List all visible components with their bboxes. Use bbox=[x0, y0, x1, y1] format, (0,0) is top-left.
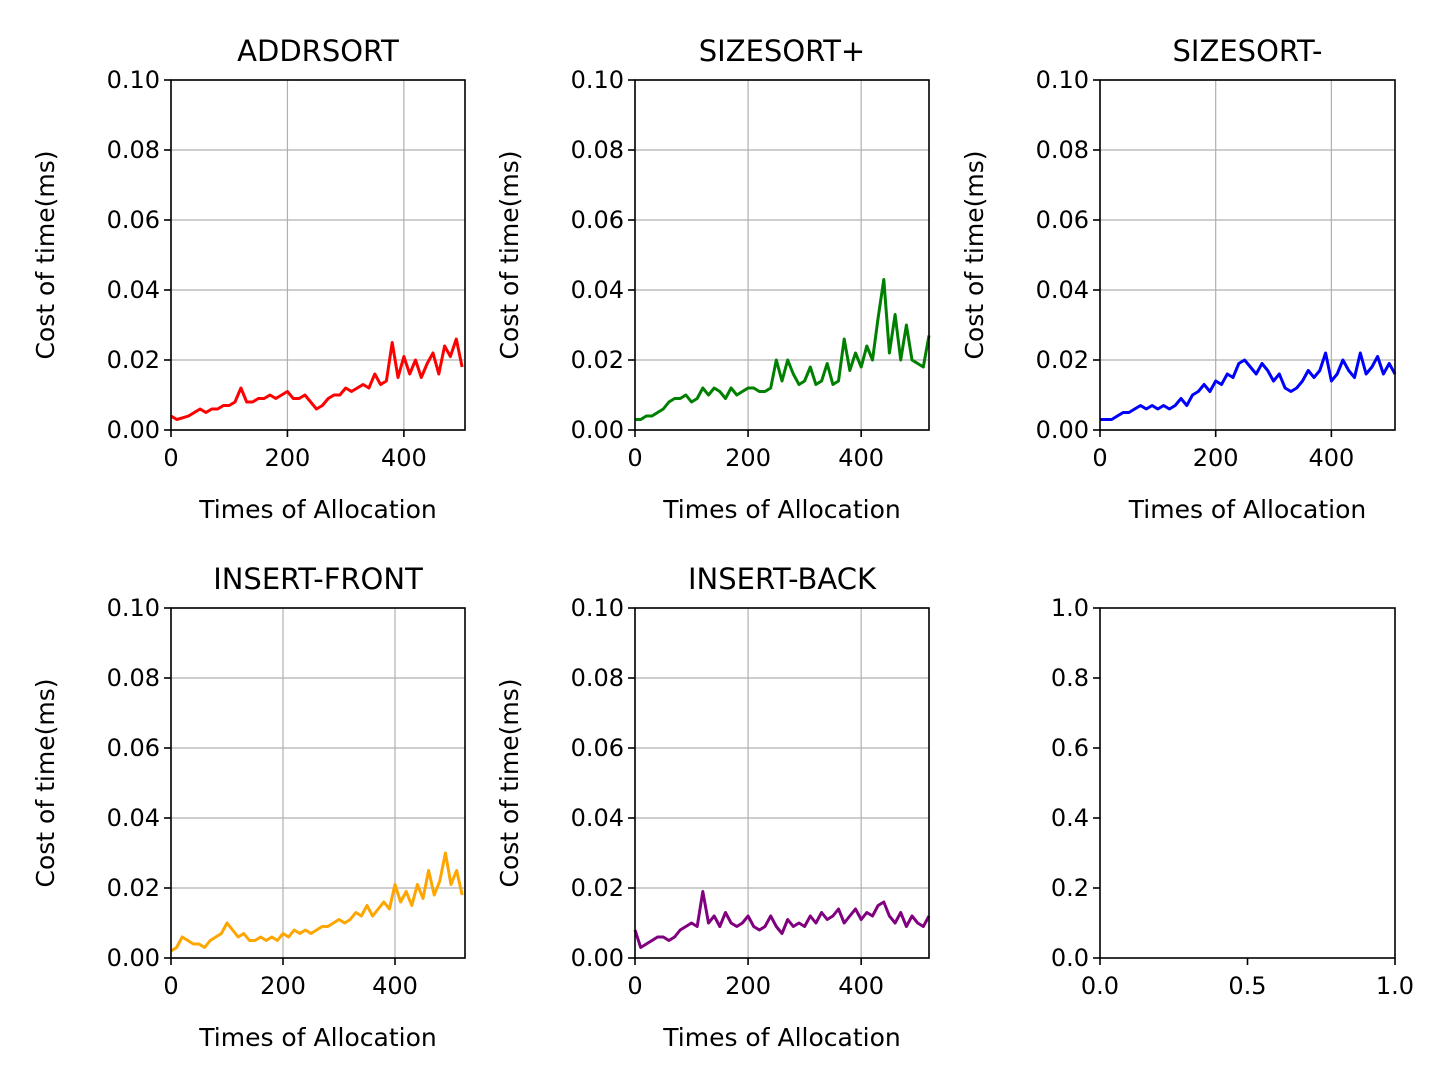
y-tick-label: 1.0 bbox=[1051, 594, 1089, 622]
y-axis-label: Cost of time(ms) bbox=[31, 151, 60, 360]
y-tick-label: 0.08 bbox=[1036, 136, 1089, 164]
y-tick-label: 0.02 bbox=[107, 874, 160, 902]
x-tick-label: 400 bbox=[1308, 444, 1354, 472]
chart-title: SIZESORT- bbox=[1173, 34, 1323, 68]
x-tick-label: 200 bbox=[1193, 444, 1239, 472]
chart-title: SIZESORT+ bbox=[699, 34, 865, 68]
y-tick-label: 0.08 bbox=[107, 664, 160, 692]
y-tick-label: 0.06 bbox=[107, 734, 160, 762]
x-tick-label: 0 bbox=[627, 444, 642, 472]
plot-frame bbox=[634, 607, 930, 959]
y-tick-label: 0.08 bbox=[107, 136, 160, 164]
y-tick-label: 0.02 bbox=[571, 346, 624, 374]
x-tick-label: 200 bbox=[265, 444, 311, 472]
x-axis-label: Times of Allocation bbox=[662, 1023, 900, 1052]
x-tick-label: 400 bbox=[838, 972, 884, 1000]
x-axis-label: Times of Allocation bbox=[662, 495, 900, 524]
series-line bbox=[170, 337, 464, 421]
y-tick-label: 0.6 bbox=[1051, 734, 1089, 762]
y-tick-label: 0.08 bbox=[571, 664, 624, 692]
subplot-3: 0 200 400 0.00 0.02 0.04 0.06 0.08 0.10 SIZESORT-… bbox=[960, 34, 1397, 524]
series-line bbox=[633, 890, 931, 949]
chart-title: ADDRSORT bbox=[237, 34, 399, 68]
subplot-5: 0 200 400 0.00 0.02 0.04 0.06 0.08 0.10 INSERT-BA… bbox=[495, 562, 931, 1052]
y-tick-label: 0.04 bbox=[107, 276, 160, 304]
plot-frame bbox=[1099, 607, 1396, 959]
y-tick-label: 0.10 bbox=[571, 66, 624, 94]
series-line bbox=[635, 278, 931, 421]
x-tick-label: 0.0 bbox=[1081, 972, 1119, 1000]
y-tick-label: 0.06 bbox=[1036, 206, 1089, 234]
y-tick-label: 0.00 bbox=[1036, 416, 1089, 444]
series-line bbox=[1100, 351, 1397, 421]
y-tick-label: 0.00 bbox=[107, 944, 160, 972]
x-tick-label: 200 bbox=[725, 444, 771, 472]
y-tick-label: 0.04 bbox=[571, 804, 624, 832]
x-tick-label: 0 bbox=[1092, 444, 1107, 472]
y-tick-label: 0.10 bbox=[107, 594, 160, 622]
x-tick-label: 0 bbox=[163, 444, 178, 472]
y-tick-label: 0.10 bbox=[1036, 66, 1089, 94]
y-axis-label: Cost of time(ms) bbox=[960, 151, 989, 360]
x-tick-label: 200 bbox=[725, 972, 771, 1000]
plot-frame bbox=[170, 607, 466, 959]
chart-title: INSERT-BACK bbox=[688, 562, 877, 596]
x-tick-label: 0.5 bbox=[1228, 972, 1266, 1000]
subplot-4: 0 200 400 0.00 0.02 0.04 0.06 0.08 0.10 INSERT-FR… bbox=[31, 562, 466, 1052]
y-tick-label: 0.02 bbox=[571, 874, 624, 902]
subplot-1: 0 200 400 0.00 0.02 0.04 0.06 0.08 0.10 ADDRSORT T… bbox=[31, 34, 466, 524]
x-tick-label: 0 bbox=[627, 972, 642, 1000]
y-tick-label: 0.4 bbox=[1051, 804, 1089, 832]
y-axis-label: Cost of time(ms) bbox=[495, 679, 524, 888]
y-tick-label: 0.0 bbox=[1051, 944, 1089, 972]
y-tick-label: 0.10 bbox=[571, 594, 624, 622]
y-tick-label: 0.04 bbox=[571, 276, 624, 304]
x-tick-label: 0 bbox=[163, 972, 178, 1000]
y-tick-label: 0.06 bbox=[571, 206, 624, 234]
y-tick-label: 0.00 bbox=[571, 944, 624, 972]
y-tick-label: 0.02 bbox=[1036, 346, 1089, 374]
y-tick-label: 0.00 bbox=[571, 416, 624, 444]
plot-frame bbox=[1099, 79, 1396, 431]
y-tick-label: 0.04 bbox=[1036, 276, 1089, 304]
x-tick-label: 400 bbox=[381, 444, 427, 472]
y-tick-label: 0.04 bbox=[107, 804, 160, 832]
y-axis-label: Cost of time(ms) bbox=[31, 679, 60, 888]
x-tick-label: 200 bbox=[260, 972, 306, 1000]
x-tick-label: 400 bbox=[372, 972, 418, 1000]
y-tick-label: 0.2 bbox=[1051, 874, 1089, 902]
chart-title: INSERT-FRONT bbox=[213, 562, 423, 596]
y-tick-label: 0.00 bbox=[107, 416, 160, 444]
y-tick-label: 0.06 bbox=[107, 206, 160, 234]
subplot-6: 0.0 0.5 1.0 0.0 0.2 0.4 0.6 0.8 1.0 bbox=[1051, 594, 1414, 1000]
plot-frame bbox=[170, 79, 466, 431]
x-tick-label: 400 bbox=[838, 444, 884, 472]
series-line bbox=[170, 851, 464, 953]
y-axis-label: Cost of time(ms) bbox=[495, 151, 524, 360]
x-axis-label: Times of Allocation bbox=[198, 1023, 436, 1052]
y-tick-label: 0.02 bbox=[107, 346, 160, 374]
plot-frame bbox=[634, 79, 930, 431]
y-tick-label: 0.8 bbox=[1051, 664, 1089, 692]
y-tick-label: 0.10 bbox=[107, 66, 160, 94]
x-tick-label: 1.0 bbox=[1376, 972, 1414, 1000]
y-tick-label: 0.06 bbox=[571, 734, 624, 762]
x-axis-label: Times of Allocation bbox=[1128, 495, 1366, 524]
y-tick-label: 0.08 bbox=[571, 136, 624, 164]
x-axis-label: Times of Allocation bbox=[198, 495, 436, 524]
subplot-2: 0 200 400 0.00 0.02 0.04 0.06 0.08 0.10 SIZESORT+… bbox=[495, 34, 931, 524]
